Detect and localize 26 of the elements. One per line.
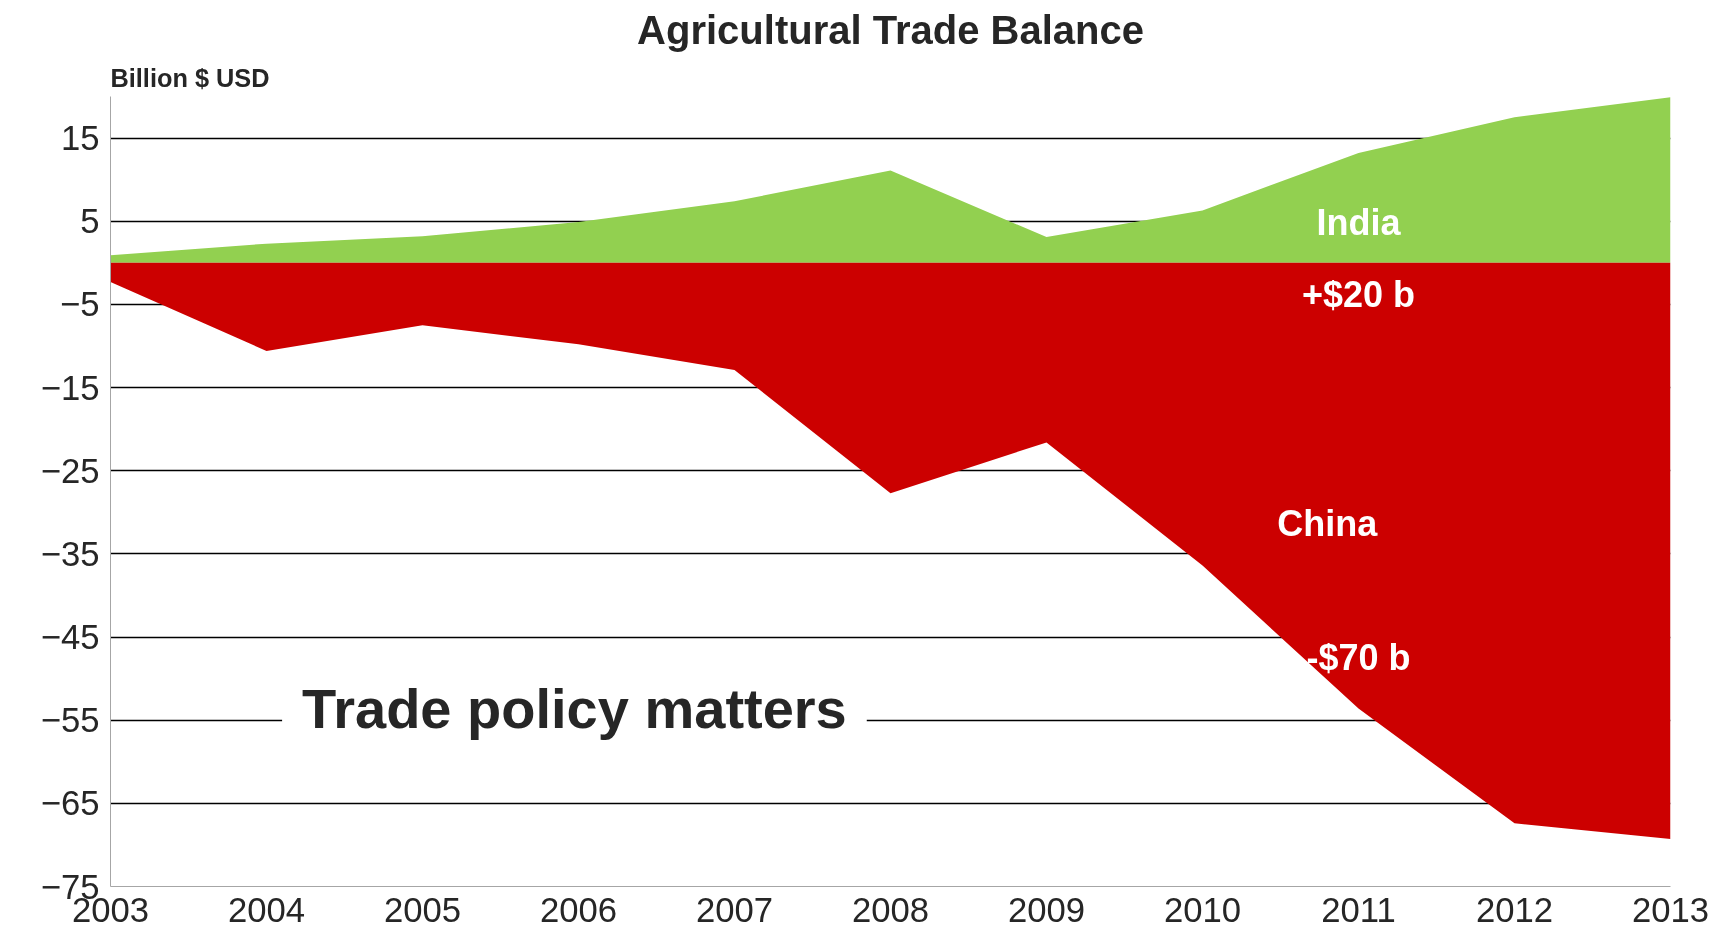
- annotation: +$20 b: [1301, 273, 1416, 315]
- x-tick-label: 2011: [1321, 890, 1396, 929]
- y-tick-label: −55: [40, 701, 100, 740]
- y-tick-label: −5: [59, 285, 100, 324]
- y-tick-label: −15: [40, 368, 100, 407]
- y-tick-label: −45: [40, 618, 100, 657]
- x-tick-label: 2008: [851, 890, 930, 929]
- chart-title: Agricultural Trade Balance: [637, 7, 1144, 52]
- y-axis-title: Billion $ USD: [110, 63, 270, 92]
- x-tick-label: 2007: [695, 890, 774, 929]
- annotation: Trade policy matters: [302, 677, 847, 741]
- y-tick-label: −35: [40, 534, 100, 573]
- y-tick-label: −25: [40, 451, 100, 490]
- y-tick-label: 5: [80, 202, 100, 241]
- series-label: China: [1277, 502, 1379, 544]
- annotation: -$70 b: [1306, 636, 1411, 678]
- x-tick-label: 2005: [383, 890, 462, 929]
- x-tick-label: 2009: [1007, 890, 1086, 929]
- series-label: India: [1316, 202, 1402, 244]
- x-tick-label: 2012: [1475, 890, 1554, 929]
- x-tick-label: 2013: [1631, 890, 1710, 929]
- x-tick-label: 2010: [1163, 890, 1242, 929]
- y-tick-label: −65: [40, 784, 100, 823]
- y-tick-label: 15: [60, 119, 100, 158]
- x-tick-label: 2004: [227, 890, 306, 929]
- x-tick-label: 2006: [539, 890, 618, 929]
